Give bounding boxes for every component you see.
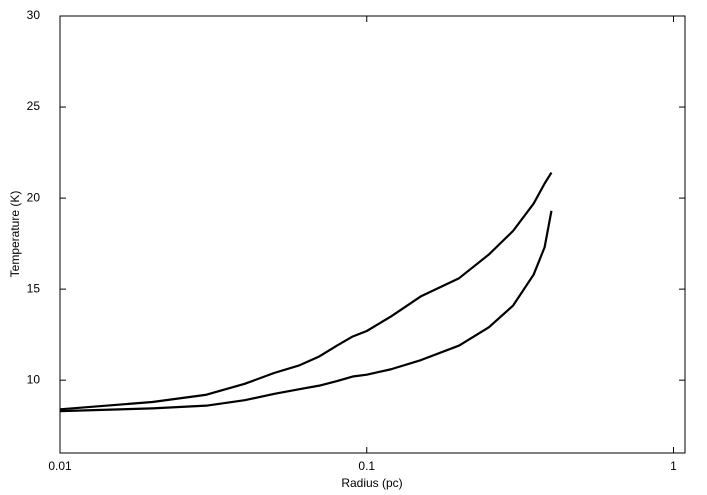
x-axis-label: Radius (pc) <box>341 476 402 490</box>
data-line <box>59 172 553 411</box>
y-tick-label: 20 <box>27 190 41 204</box>
y-tick-label: 25 <box>27 99 41 113</box>
y-tick-label: 30 <box>27 8 41 22</box>
x-tick-label: 1 <box>670 459 677 473</box>
y-tick-label: 10 <box>27 372 41 386</box>
y-axis-label: Temperature (K) <box>8 191 22 278</box>
x-tick-label: 0.1 <box>358 459 375 473</box>
y-tick-label: 15 <box>27 281 41 295</box>
plot-frame <box>59 15 686 454</box>
data-line <box>59 210 553 413</box>
x-tick-label: 0.01 <box>48 459 72 473</box>
